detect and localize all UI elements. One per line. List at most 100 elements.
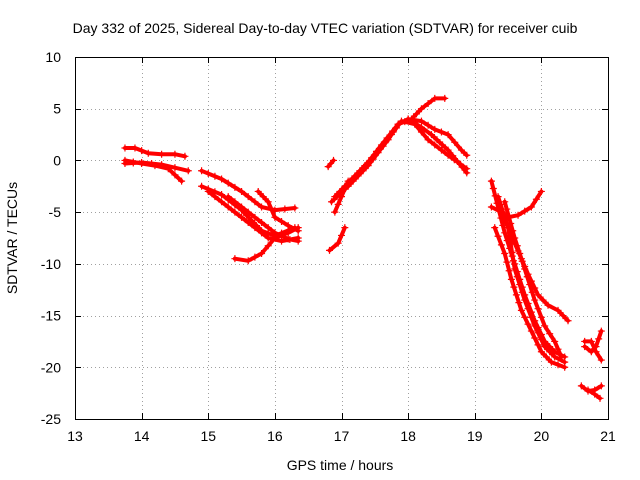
data-point	[347, 177, 355, 185]
data-point	[534, 291, 542, 299]
data-point	[526, 281, 534, 289]
data-point	[328, 198, 336, 206]
data-point	[218, 175, 226, 183]
data-point	[527, 203, 535, 211]
data-point	[271, 213, 279, 221]
data-point	[171, 164, 179, 172]
data-point	[463, 165, 471, 173]
data-point	[417, 117, 425, 125]
data-point	[592, 348, 600, 356]
data-point	[541, 322, 549, 330]
data-point	[326, 246, 334, 254]
y-tick-label: -5	[49, 204, 62, 220]
data-point	[251, 198, 259, 206]
data-point	[518, 257, 526, 265]
data-point	[231, 198, 239, 206]
data-point	[258, 229, 266, 237]
x-tick-label: 13	[67, 428, 83, 444]
y-axis-label: SDTVAR / TECUs	[4, 182, 20, 294]
series-layer	[121, 94, 605, 402]
data-point	[389, 127, 397, 135]
data-point	[231, 208, 239, 216]
tick-layer	[75, 57, 609, 420]
series-line	[123, 146, 187, 159]
y-tick-label: -20	[41, 359, 61, 375]
data-point	[198, 182, 206, 190]
data-point	[542, 353, 550, 361]
data-point	[158, 150, 166, 158]
data-point	[204, 170, 212, 178]
data-point	[505, 267, 513, 275]
data-point	[284, 235, 292, 243]
data-point	[424, 136, 432, 144]
data-point	[559, 312, 567, 320]
data-point	[539, 296, 547, 304]
data-point	[151, 162, 159, 170]
data-point	[330, 156, 338, 164]
data-point	[178, 177, 186, 185]
data-point	[281, 205, 289, 213]
x-axis-label: GPS time / hours	[287, 457, 394, 473]
y-tick-label: 10	[45, 49, 61, 65]
data-point	[511, 260, 519, 268]
data-point	[516, 275, 524, 283]
data-point	[204, 187, 212, 195]
series-line	[327, 225, 347, 253]
series-arc-8	[231, 224, 302, 265]
data-point	[264, 242, 272, 250]
data-point	[493, 199, 501, 207]
data-point	[251, 253, 259, 261]
data-point	[427, 131, 435, 139]
series-arc-7	[224, 193, 302, 245]
data-point	[383, 134, 391, 142]
series-line	[326, 158, 336, 169]
data-point	[499, 221, 507, 229]
data-point	[597, 327, 605, 335]
data-point	[531, 334, 539, 342]
data-point	[244, 257, 252, 265]
data-point	[534, 341, 542, 349]
data-point	[424, 100, 432, 108]
data-point	[244, 218, 252, 226]
data-point	[294, 237, 302, 245]
data-point	[258, 218, 266, 226]
data-point	[278, 231, 286, 239]
data-point	[537, 313, 545, 321]
series-arc-15	[338, 94, 449, 195]
data-point	[342, 182, 350, 190]
data-point	[258, 250, 266, 258]
tick-label-layer: 13 14 15 16 17 18 19 20 21 -25 -20 -15 -10 -5 0 5 10	[41, 49, 616, 444]
data-point	[513, 268, 521, 276]
series-arc-10	[324, 156, 338, 171]
x-tick-label: 18	[400, 428, 416, 444]
data-point	[554, 361, 562, 369]
data-point	[431, 94, 439, 102]
data-point	[596, 394, 604, 402]
data-point	[515, 299, 523, 307]
data-point	[211, 172, 219, 180]
y-tick-label: -10	[41, 256, 61, 272]
data-point	[546, 343, 554, 351]
data-point	[291, 204, 299, 212]
data-point	[501, 250, 509, 258]
data-point	[554, 306, 562, 314]
data-point	[531, 317, 539, 325]
data-point	[294, 227, 302, 235]
data-point	[437, 128, 445, 136]
data-point	[334, 239, 342, 247]
data-point	[431, 141, 439, 149]
data-point	[251, 224, 259, 232]
data-point	[441, 94, 449, 102]
data-point	[324, 163, 332, 171]
data-point	[557, 353, 565, 361]
x-tick-label: 20	[534, 428, 550, 444]
x-tick-label: 16	[267, 428, 283, 444]
data-point	[284, 229, 292, 237]
data-point	[184, 167, 192, 175]
data-point	[513, 242, 521, 250]
data-point	[121, 144, 129, 152]
series-arc-26	[584, 386, 604, 402]
data-point	[417, 128, 425, 136]
data-point	[503, 205, 511, 213]
data-point	[524, 320, 532, 328]
